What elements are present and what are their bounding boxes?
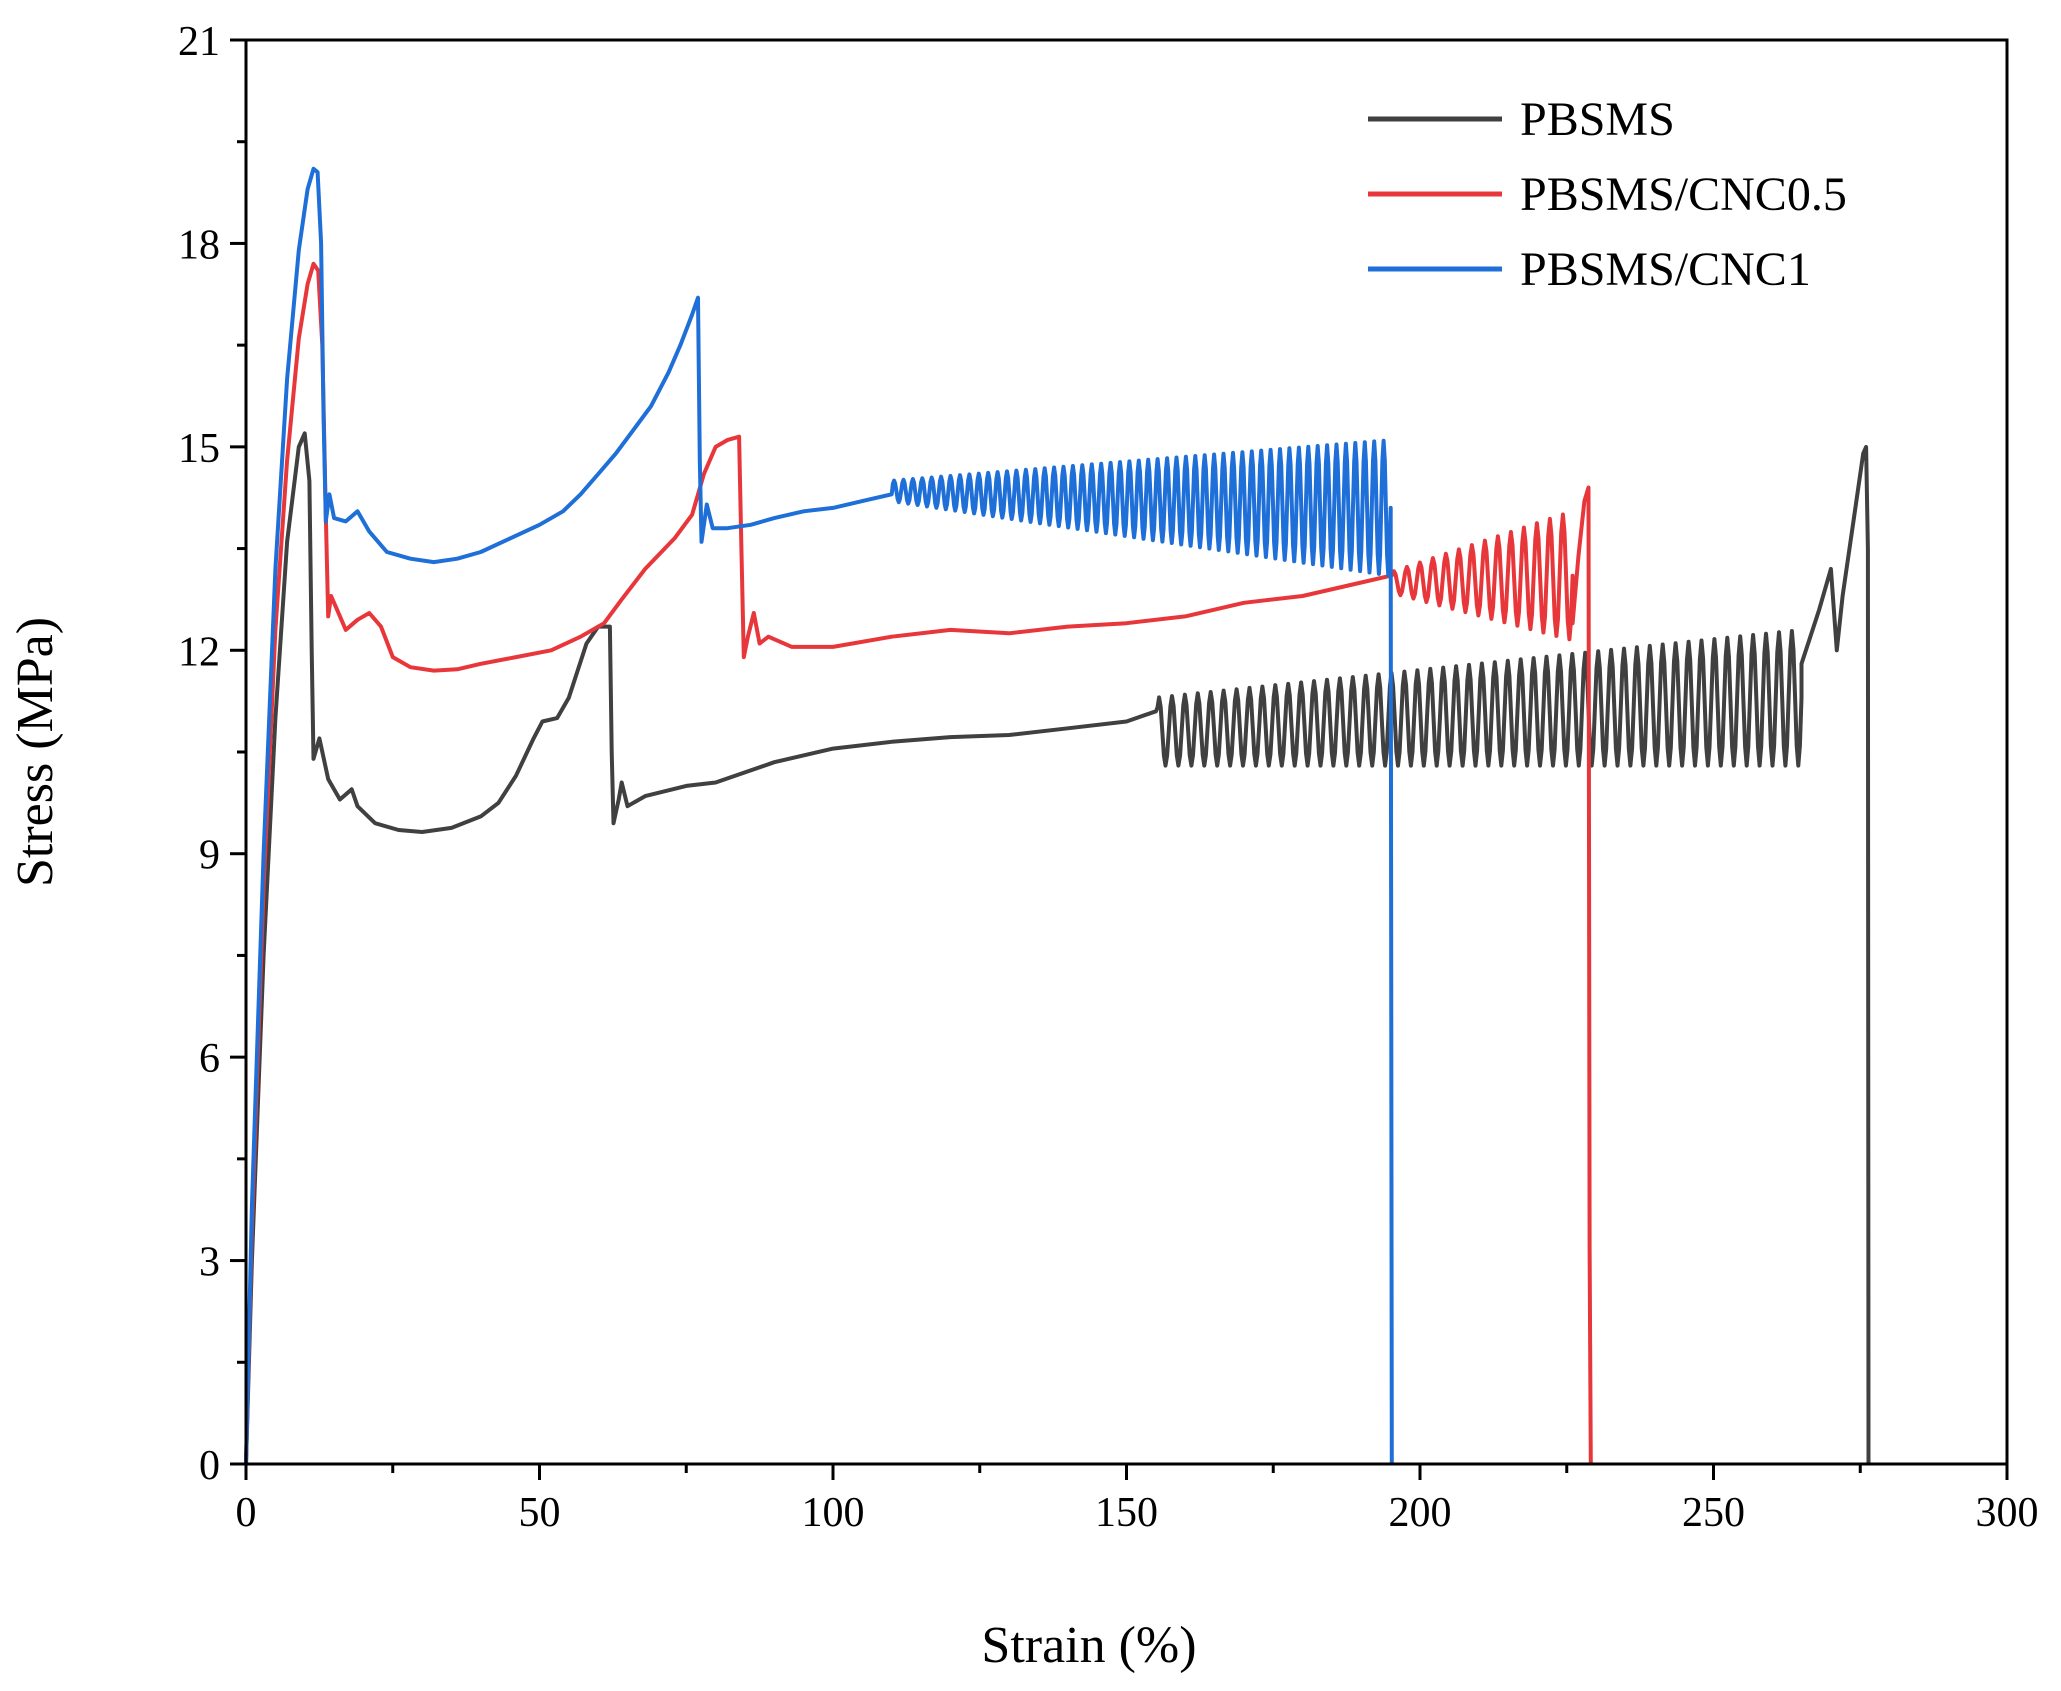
legend-label-2: PBSMS/CNC1 bbox=[1520, 243, 1811, 296]
x-tick-label: 150 bbox=[1095, 1490, 1158, 1536]
x-tick-label: 0 bbox=[236, 1490, 257, 1536]
legend-label-0: PBSMS bbox=[1520, 93, 1675, 146]
x-tick-label: 100 bbox=[802, 1490, 865, 1536]
y-tick-label: 21 bbox=[178, 19, 220, 65]
legend-label-1: PBSMS/CNC0.5 bbox=[1520, 168, 1847, 221]
y-tick-label: 0 bbox=[199, 1443, 220, 1489]
x-tick-label: 50 bbox=[519, 1490, 561, 1536]
plot-series bbox=[244, 166, 1871, 1465]
y-axis-title: Stress (MPa) bbox=[7, 617, 64, 887]
series-line-0 bbox=[244, 431, 1871, 1465]
x-axis-title: Strain (%) bbox=[981, 1617, 1196, 1674]
legend: PBSMS PBSMS/CNC0.5 PBSMS/CNC1 bbox=[1368, 93, 1847, 296]
y-tick-label: 15 bbox=[178, 426, 220, 472]
x-tick-label: 250 bbox=[1682, 1490, 1745, 1536]
y-tick-label: 9 bbox=[199, 833, 220, 879]
x-axis: 0 50 100 150 200 250 300 bbox=[236, 1464, 2039, 1536]
y-tick-label: 6 bbox=[199, 1036, 220, 1082]
y-axis: 0 3 6 9 12 15 18 21 bbox=[178, 19, 246, 1489]
x-tick-label: 200 bbox=[1389, 1490, 1452, 1536]
y-tick-label: 3 bbox=[199, 1240, 220, 1286]
series-line-1 bbox=[244, 261, 1593, 1465]
series-line-2 bbox=[244, 166, 1394, 1465]
y-tick-label: 18 bbox=[178, 222, 220, 268]
x-tick-label: 300 bbox=[1976, 1490, 2039, 1536]
y-tick-label: 12 bbox=[178, 629, 220, 675]
